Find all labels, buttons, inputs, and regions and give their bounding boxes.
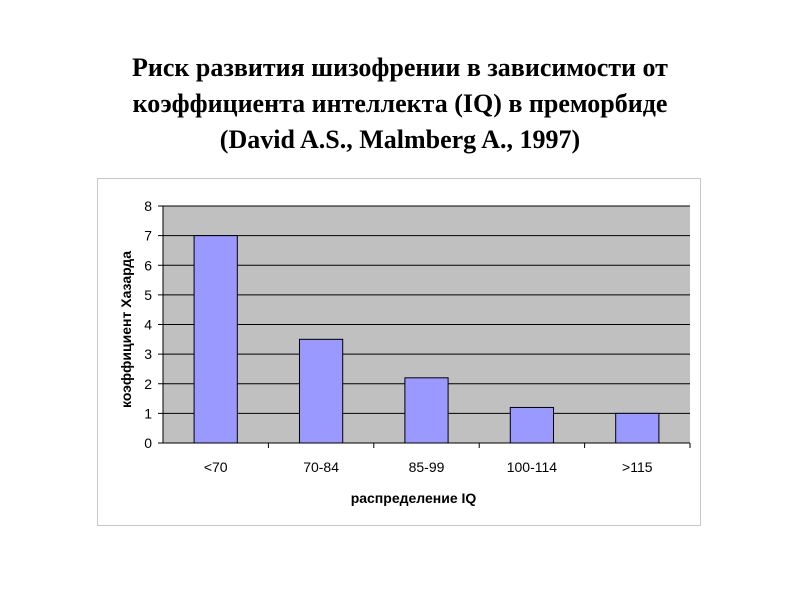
title-line-3: (David A.S., Malmberg A., 1997) [219,125,581,154]
slide-title: Риск развития шизофрении в зависимости о… [40,50,760,158]
bar-2 [404,377,449,444]
x-axis-title: распределение IQ [351,490,477,506]
bar-1 [298,338,344,444]
x-tick-label: >115 [622,459,653,475]
x-tick-label: 70-84 [303,459,339,475]
x-tick-label: <70 [204,459,228,475]
y-tick-label: 4 [144,317,152,333]
y-tick-label: 6 [144,257,152,273]
bar-4 [615,412,660,444]
y-tick-label: 2 [144,376,152,392]
x-tick-label: 100-114 [507,459,558,475]
y-tick-label: 5 [144,287,152,303]
y-axis-title: коэффициент Хазарда [118,251,134,408]
y-tick-label: 8 [144,198,152,214]
title-line-1: Риск развития шизофрении в зависимости о… [132,53,668,82]
x-tick-label: 85-99 [409,459,445,475]
y-tick-label: 7 [144,228,152,244]
bar-3 [509,406,555,444]
gridlines [163,205,690,414]
y-tick-label: 3 [144,346,152,362]
bars [193,235,660,444]
bar-0 [193,235,238,444]
x-tick-labels: <70 70-84 85-99 100-114 >115 [204,443,691,475]
title-line-2: коэффициента интеллекта (IQ) в преморбид… [132,89,668,118]
y-tick-label: 0 [144,435,152,451]
y-tick-labels: 0 1 2 3 4 5 6 7 8 [144,198,163,451]
y-tick-label: 1 [144,405,152,421]
